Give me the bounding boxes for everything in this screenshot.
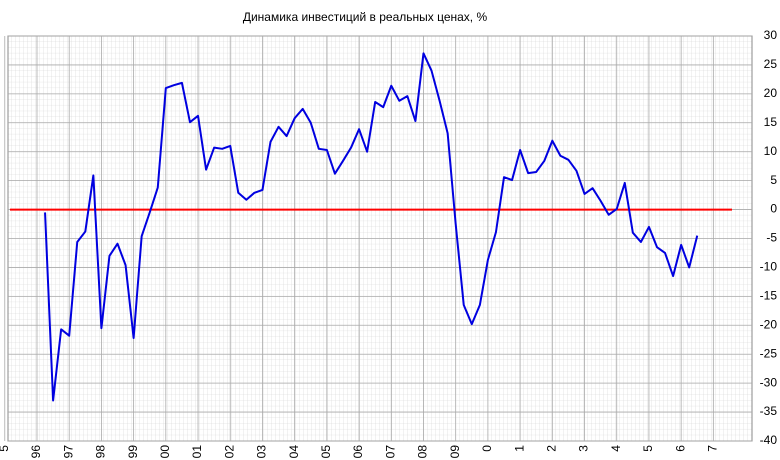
x-tick-label: 96 bbox=[29, 445, 43, 459]
x-tick-label: 04 bbox=[287, 445, 301, 459]
x-tick-label: 5 bbox=[0, 445, 11, 452]
x-tick-label: 6 bbox=[673, 445, 687, 452]
y-tick-label: -30 bbox=[760, 375, 778, 389]
x-tick-label: 08 bbox=[416, 445, 430, 459]
y-tick-label: -20 bbox=[760, 317, 778, 331]
x-tick-label: 2 bbox=[544, 445, 558, 452]
x-tick-label: 98 bbox=[94, 445, 108, 459]
x-tick-label: 09 bbox=[448, 445, 462, 459]
y-tick-label: -10 bbox=[760, 260, 778, 274]
x-tick-label: 7 bbox=[706, 445, 720, 452]
x-tick-label: 05 bbox=[319, 445, 333, 459]
x-tick-label: 07 bbox=[383, 445, 397, 459]
x-tick-label: 5 bbox=[641, 445, 655, 452]
y-tick-label: -35 bbox=[760, 404, 778, 418]
chart-title: Динамика инвестиций в реальных ценах, % bbox=[243, 10, 488, 24]
y-tick-label: 10 bbox=[764, 144, 778, 158]
y-tick-label: -15 bbox=[760, 289, 778, 303]
x-tick-label: 1 bbox=[512, 445, 526, 452]
x-tick-label: 3 bbox=[577, 445, 591, 452]
y-tick-label: 30 bbox=[764, 28, 778, 42]
x-tick-label: 0 bbox=[480, 445, 494, 452]
x-tick-label: 99 bbox=[126, 445, 140, 459]
y-tick-label: 0 bbox=[770, 202, 777, 216]
x-tick-label: 03 bbox=[255, 445, 269, 459]
series-line bbox=[44, 52, 699, 402]
y-tick-label: -25 bbox=[760, 346, 778, 360]
y-tick-label: 25 bbox=[764, 57, 778, 71]
x-tick-label: 97 bbox=[61, 445, 75, 459]
y-tick-label: -40 bbox=[760, 433, 778, 447]
y-tick-label: 15 bbox=[764, 115, 778, 129]
x-tick-label: 06 bbox=[351, 445, 365, 459]
y-tick-label: 20 bbox=[764, 86, 778, 100]
x-tick-label: 02 bbox=[222, 445, 236, 459]
y-tick-label: -5 bbox=[766, 231, 777, 245]
x-tick-label: 4 bbox=[609, 445, 623, 452]
y-tick-label: 5 bbox=[770, 173, 777, 187]
x-tick-label: 00 bbox=[158, 445, 172, 459]
x-tick-label: 01 bbox=[190, 445, 204, 459]
